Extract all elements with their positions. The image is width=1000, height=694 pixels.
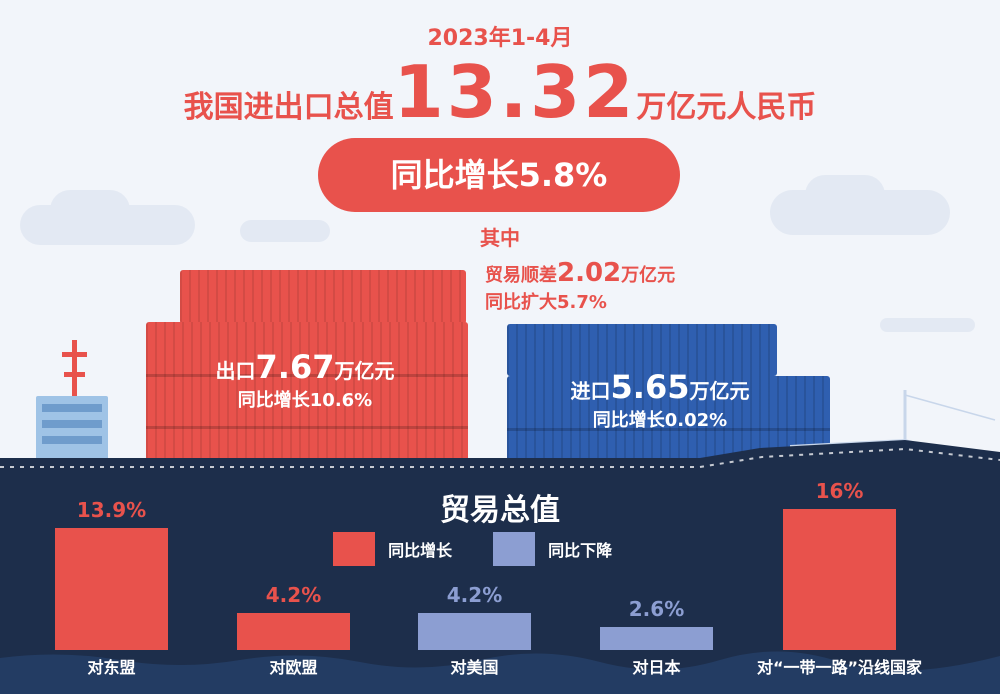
- bar-3: [418, 613, 531, 650]
- import-value: 5.65: [610, 368, 690, 406]
- ship-mast-bar: [62, 352, 87, 357]
- bar-value-label: 4.2%: [265, 583, 322, 608]
- import-unit: 万亿元: [689, 379, 750, 403]
- ship-bridge: [36, 396, 108, 460]
- export-value: 7.67: [255, 348, 335, 386]
- legend-growth-label: 同比增长: [388, 541, 453, 560]
- surplus-line2: 同比扩大5.7%: [485, 292, 607, 313]
- bar-category-label: 对美国: [450, 658, 499, 677]
- headline-prefix: 我国进出口总值: [183, 90, 394, 125]
- headline-unit: 万亿元人民币: [636, 90, 817, 125]
- import-prefix: 进口: [570, 379, 611, 403]
- export-label: 出口7.67万亿元 同比增长10.6%: [150, 348, 460, 412]
- legend-growth: 同比增长: [333, 532, 452, 566]
- bar-2: [237, 613, 350, 650]
- bar-category-label: 对东盟: [87, 658, 136, 677]
- legend-decline-swatch: [493, 532, 535, 566]
- import-headline: 进口5.65万亿元: [505, 368, 815, 406]
- bar-category-label: 对“一带一路”沿线国家: [756, 658, 923, 677]
- bar-5: [783, 509, 896, 650]
- export-container-stack: [146, 322, 468, 462]
- trade-panel-title: 贸易总值: [440, 493, 560, 528]
- growth-pill: 同比增长5.8%: [318, 138, 680, 212]
- import-container-top: [507, 324, 777, 376]
- bar-value-label: 16%: [815, 479, 864, 504]
- surplus-block: 贸易顺差2.02万亿元 同比扩大5.7%: [485, 258, 735, 314]
- bar-value-label: 2.6%: [628, 597, 685, 622]
- legend-decline-label: 同比下降: [548, 541, 613, 560]
- surplus-unit: 万亿元: [621, 265, 676, 286]
- bar-category-label: 对日本: [632, 658, 681, 677]
- bar-value-label: 13.9%: [76, 497, 147, 522]
- bar-1: [55, 527, 168, 650]
- export-unit: 万亿元: [334, 359, 395, 383]
- cloud: [50, 190, 130, 230]
- bar-4: [600, 627, 713, 650]
- cloud: [805, 175, 885, 215]
- bar-value-label: 4.2%: [446, 583, 503, 608]
- headline: 我国进出口总值13.32万亿元人民币: [0, 50, 1000, 134]
- ship-mast: [72, 340, 77, 400]
- export-headline: 出口7.67万亿元: [150, 348, 460, 386]
- surplus-prefix: 贸易顺差: [485, 265, 557, 286]
- legend-decline: 同比下降: [493, 532, 612, 566]
- among-label: 其中: [480, 226, 520, 250]
- period-label: 2023年1-4月: [427, 26, 573, 51]
- legend-growth-swatch: [333, 532, 375, 566]
- cloud: [880, 318, 975, 332]
- cloud: [240, 220, 330, 242]
- import-growth: 同比增长0.02%: [592, 410, 728, 431]
- export-prefix: 出口: [215, 359, 256, 383]
- surplus-value: 2.02: [557, 258, 622, 288]
- growth-pill-text: 同比增长5.8%: [390, 156, 608, 194]
- export-growth: 同比增长10.6%: [237, 390, 373, 411]
- surplus-line1: 贸易顺差2.02万亿元: [485, 258, 735, 288]
- ship-mast-bar: [64, 372, 85, 377]
- export-container-top: [180, 270, 466, 324]
- headline-total: 13.32: [393, 50, 637, 134]
- bar-category-label: 对欧盟: [269, 658, 318, 677]
- import-label: 进口5.65万亿元 同比增长0.02%: [505, 368, 815, 432]
